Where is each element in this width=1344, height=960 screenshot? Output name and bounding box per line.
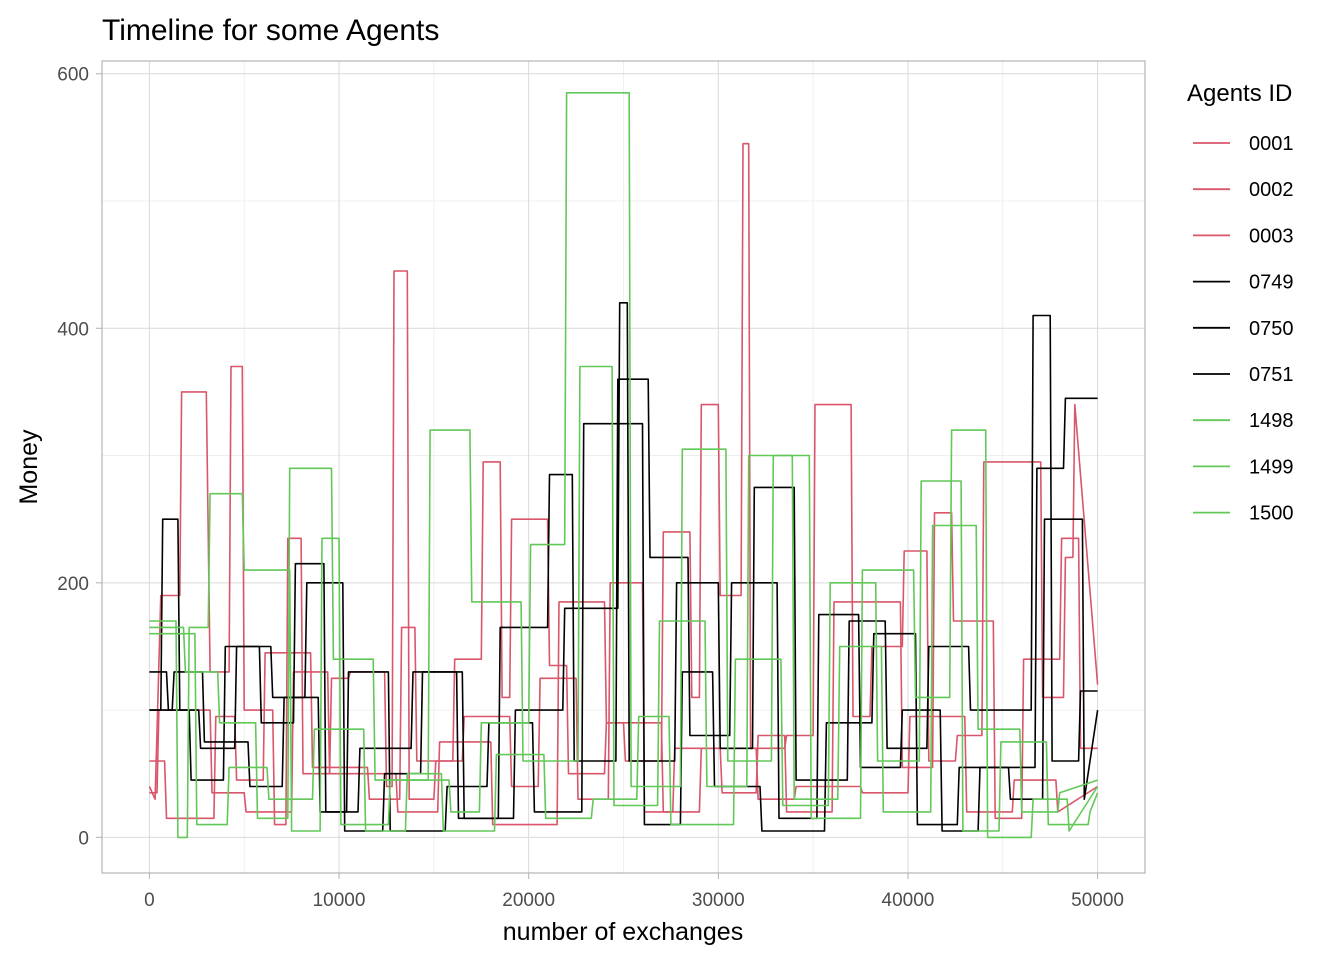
x-tick-label: 40000 <box>882 890 935 911</box>
series-line-1499 <box>149 365 1098 820</box>
legend-title: Agents ID <box>1187 80 1292 107</box>
series-line-1498 <box>149 92 1099 839</box>
legend-label-1498: 1498 <box>1249 410 1294 432</box>
y-tick-label: 200 <box>57 574 89 595</box>
grid-lines <box>102 61 1145 873</box>
legend: Agents ID 0001 0002 0003 0749 0750 0751 1498 14… <box>1187 80 1294 525</box>
series-line-0003 <box>149 601 1099 826</box>
y-tick-label: 400 <box>57 319 89 340</box>
y-tick-label: 600 <box>57 65 89 86</box>
series-line-0001 <box>148 142 1099 826</box>
legend-items: 0001 0002 0003 0749 0750 0751 1498 1499 1500 <box>1193 133 1294 525</box>
legend-label-0001: 0001 <box>1249 133 1294 155</box>
legend-label-0003: 0003 <box>1249 225 1294 247</box>
series-line-1500 <box>149 480 1099 832</box>
series-line-0750 <box>149 378 1098 832</box>
legend-label-0750: 0750 <box>1249 318 1294 340</box>
x-tick-label: 30000 <box>692 890 745 911</box>
axis-ticks: 0 10000 20000 30000 40000 50000 0 200 400 600 <box>57 65 1124 911</box>
legend-label-0002: 0002 <box>1249 179 1294 201</box>
legend-label-0751: 0751 <box>1249 364 1294 386</box>
series-lines <box>148 92 1099 839</box>
x-tick-label: 20000 <box>502 890 555 911</box>
chart-title: Timeline for some Agents <box>102 14 439 47</box>
legend-label-1500: 1500 <box>1249 503 1294 525</box>
legend-label-0749: 0749 <box>1249 272 1294 294</box>
x-tick-label: 10000 <box>313 890 366 911</box>
x-tick-label: 0 <box>144 890 155 911</box>
x-tick-label: 50000 <box>1071 890 1124 911</box>
legend-label-1499: 1499 <box>1249 456 1294 478</box>
y-tick-label: 0 <box>78 828 89 849</box>
series-line-0002 <box>149 511 1098 820</box>
y-axis-title: Money <box>15 429 43 505</box>
plot-panel-border <box>101 60 1146 874</box>
x-axis-title: number of exchanges <box>503 918 743 946</box>
